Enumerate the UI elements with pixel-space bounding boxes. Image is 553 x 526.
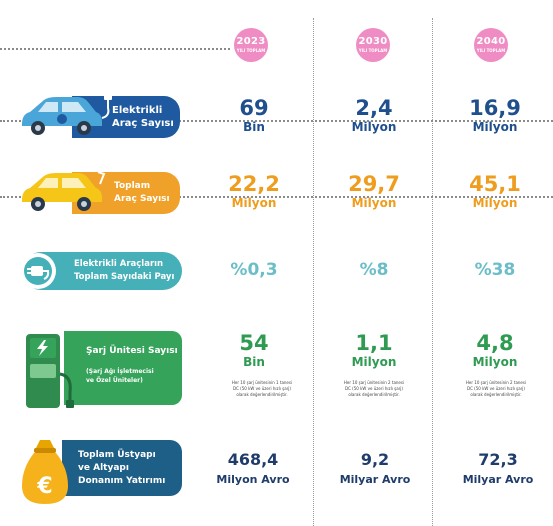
footnote-line: olarak değerlendirilmiştir. bbox=[470, 392, 522, 397]
value-unit: Milyon bbox=[472, 355, 518, 369]
value-number: %0,3 bbox=[230, 260, 278, 280]
row-title-line: Araç Sayısı bbox=[112, 118, 174, 129]
row-title-line: Elektrikli Araçların bbox=[74, 259, 164, 269]
year-badge-2030: 2030 YILI TOPLAM bbox=[356, 28, 390, 62]
footnote-line: DC (50 kW ve üzeri hızlı şarj) bbox=[345, 386, 403, 391]
value-unit: Milyar Avro bbox=[462, 473, 534, 486]
plug-icon bbox=[18, 251, 58, 295]
value-2023: 54 Bin bbox=[214, 331, 294, 369]
value-number: 1,1 bbox=[355, 331, 393, 355]
value-number: 16,9 bbox=[469, 96, 521, 120]
value-unit: Milyon bbox=[351, 120, 397, 134]
value-unit: Milyon bbox=[231, 196, 277, 210]
year-label: 2023 bbox=[236, 36, 266, 47]
value-unit: Bin bbox=[243, 120, 265, 134]
row-subtitle-line: (Şarj Ağı İşletmecisi bbox=[86, 368, 154, 375]
footnote-line: Her 10 şarj ünitesinin 1 tanesi bbox=[231, 380, 293, 385]
footnote-line: Her 10 şarj ünitesinin 2 tanesi bbox=[465, 380, 527, 385]
value-unit: Milyon bbox=[351, 196, 397, 210]
year-sublabel: YILI TOPLAM bbox=[358, 48, 388, 53]
value-2030: 29,7 Milyon bbox=[334, 172, 414, 210]
value-2023: 468,4 Milyon Avro bbox=[208, 450, 298, 486]
row-title-line: Araç Sayısı bbox=[114, 194, 170, 204]
footnote-line: DC (50 kW ve üzeri hızlı şarj) bbox=[233, 386, 291, 391]
value-2023: 69 Bin bbox=[214, 96, 294, 134]
dotted-guide bbox=[0, 196, 553, 198]
value-number: 54 bbox=[239, 331, 269, 355]
value-2040: 72,3 Milyar Avro bbox=[450, 450, 546, 486]
value-number: %8 bbox=[359, 260, 389, 280]
value-2023: 22,2 Milyon bbox=[214, 172, 294, 210]
value-number: 22,2 bbox=[228, 172, 280, 196]
value-unit: Milyon Avro bbox=[216, 473, 290, 486]
year-label: 2040 bbox=[476, 36, 506, 47]
footnote-line: olarak değerlendirilmiştir. bbox=[348, 392, 400, 397]
value-2040: %38 bbox=[450, 262, 540, 279]
year-sublabel: YILI TOPLAM bbox=[236, 48, 266, 53]
value-2023: %0,3 bbox=[214, 262, 294, 279]
column-divider-1 bbox=[313, 18, 314, 526]
value-unit: Milyon bbox=[351, 355, 397, 369]
footnote-line: DC (50 kW ve üzeri hızlı şarj) bbox=[467, 386, 525, 391]
row-title-line: Şarj Ünitesi Sayısı bbox=[86, 346, 178, 356]
footnote: Her 10 şarj ünitesinin 1 tanesi DC (50 k… bbox=[214, 380, 310, 398]
value-unit: Milyar Avro bbox=[339, 473, 411, 486]
year-badge-2040: 2040 YILI TOPLAM bbox=[474, 28, 508, 62]
row-title-charging-units: Şarj Ünitesi Sayısı (Şarj Ağı İşletmecis… bbox=[64, 331, 182, 405]
value-unit: Bin bbox=[243, 355, 265, 369]
footnote: Her 10 şarj ünitesinin 2 tanesi DC (50 k… bbox=[326, 380, 422, 398]
value-number: 45,1 bbox=[469, 172, 521, 196]
row-subtitle-line: ve Özel Üniteler) bbox=[86, 377, 143, 384]
value-unit: Milyon bbox=[472, 196, 518, 210]
row-title-investment: Toplam Üstyapı ve Altyapı Donanım Yatırı… bbox=[62, 440, 182, 496]
value-2030: 9,2 Milyar Avro bbox=[330, 450, 420, 486]
dotted-guide bbox=[0, 120, 553, 122]
dotted-guide bbox=[0, 48, 230, 50]
value-2040: 16,9 Milyon bbox=[450, 96, 540, 134]
row-title-line: Toplam Üstyapı bbox=[78, 449, 156, 460]
value-number: 9,2 bbox=[360, 450, 390, 469]
row-title-line: Toplam Sayıdaki Payı bbox=[74, 272, 175, 282]
value-2030: %8 bbox=[334, 262, 414, 279]
year-badge-2023: 2023 YILI TOPLAM bbox=[234, 28, 268, 62]
value-number: 29,7 bbox=[348, 172, 400, 196]
value-number: 468,4 bbox=[227, 450, 279, 469]
value-2030: 1,1 Milyon bbox=[334, 331, 414, 369]
electric-car-icon bbox=[16, 92, 116, 144]
value-number: %38 bbox=[474, 260, 516, 280]
svg-text:€: € bbox=[36, 474, 52, 499]
footnote-line: Her 10 şarj ünitesinin 2 tanesi bbox=[343, 380, 405, 385]
footnote-line: olarak değerlendirilmiştir. bbox=[236, 392, 288, 397]
value-number: 4,8 bbox=[476, 331, 514, 355]
footnote: Her 10 şarj ünitesinin 2 tanesi DC (50 k… bbox=[446, 380, 546, 398]
value-2040: 45,1 Milyon bbox=[450, 172, 540, 210]
year-sublabel: YILI TOPLAM bbox=[476, 48, 506, 53]
car-icon bbox=[16, 165, 116, 220]
value-2040: 4,8 Milyon bbox=[450, 331, 540, 369]
charging-station-icon bbox=[22, 332, 78, 416]
value-unit: Milyon bbox=[472, 120, 518, 134]
row-title-line: ve Altyapı bbox=[78, 462, 129, 473]
column-divider-2 bbox=[432, 18, 433, 526]
row-title-line: Donanım Yatırımı bbox=[78, 475, 166, 486]
value-number: 2,4 bbox=[355, 96, 393, 120]
year-label: 2030 bbox=[358, 36, 388, 47]
value-number: 69 bbox=[239, 96, 269, 120]
euro-money-bag-icon: € bbox=[20, 438, 70, 510]
row-title-line: Elektrikli bbox=[112, 105, 163, 116]
value-2030: 2,4 Milyon bbox=[334, 96, 414, 134]
row-title-line: Toplam bbox=[114, 181, 151, 191]
value-number: 72,3 bbox=[478, 450, 518, 469]
